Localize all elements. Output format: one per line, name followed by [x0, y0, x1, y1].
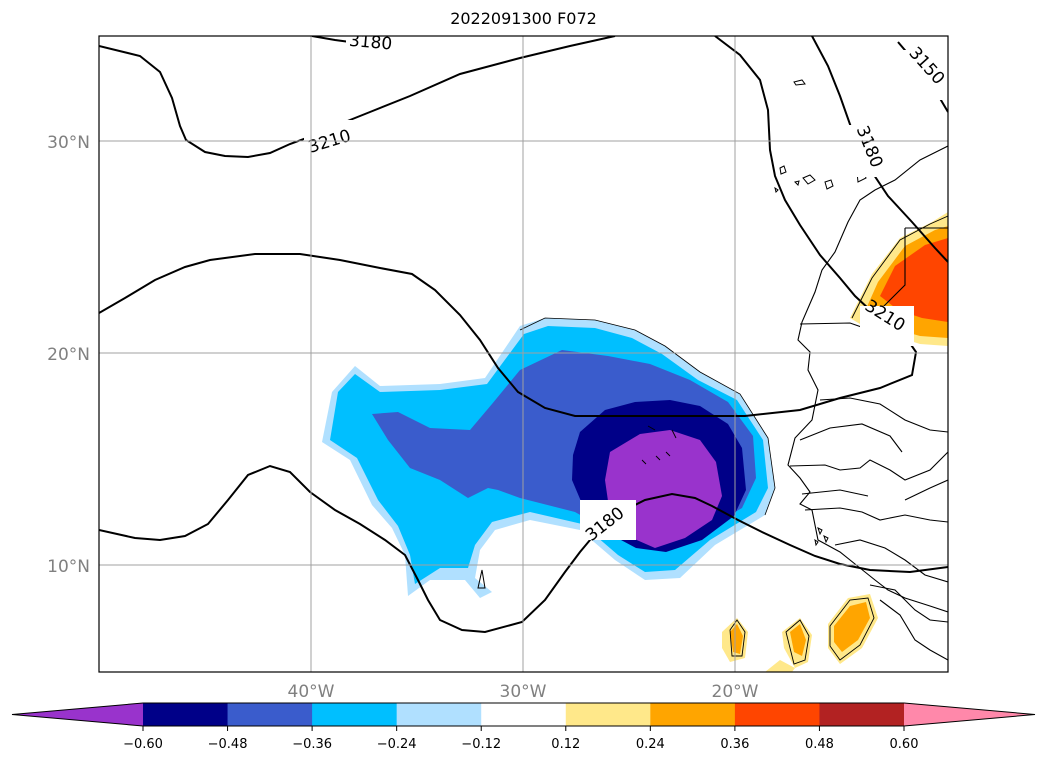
latitude-labels: 30°N 20°N 10°N [47, 133, 90, 577]
negative-anomaly-field [322, 318, 775, 598]
colorbar-segment [143, 703, 229, 726]
colorbar-segment [481, 703, 567, 726]
islands [477, 79, 867, 589]
longitude-labels: 40°W 30°W 20°W [288, 682, 759, 702]
lon-label: 30°W [500, 682, 547, 702]
colorbar-extend-low [12, 703, 143, 726]
lat-label: 10°N [47, 557, 90, 577]
colorbar-ticks: −0.60 −0.48 −0.36 −0.24 −0.12 0.12 0.24 0.36 0.4… [123, 726, 918, 752]
colorbar-tick-label: 0.60 [890, 737, 919, 752]
lat-label: 30°N [47, 133, 90, 153]
map-title: 2022091300 F072 [450, 9, 597, 28]
colorbar-tick-label: −0.60 [123, 737, 163, 752]
positive-anomaly-field [722, 212, 948, 672]
colorbar-tick-label: −0.12 [461, 737, 501, 752]
colorbar-segment [227, 703, 313, 726]
colorbar [11, 702, 1036, 727]
lon-label: 40°W [288, 682, 335, 702]
colorbar-segment [734, 703, 820, 726]
height-contours [99, 36, 948, 634]
colorbar-tick-label: 0.36 [720, 737, 749, 752]
graticule [99, 36, 948, 672]
colorbar-extend-high [904, 703, 1035, 726]
colorbar-tick-label: 0.48 [805, 737, 834, 752]
colorbar-tick-label: −0.48 [208, 737, 248, 752]
colorbar-segment [819, 703, 905, 726]
colorbar-segment [396, 703, 482, 726]
contour-label: 3180 [348, 31, 393, 55]
lon-label: 20°W [712, 682, 759, 702]
map-frame [98, 35, 949, 673]
colorbar-segment [565, 703, 651, 726]
coastline [787, 145, 948, 661]
map-plot-area: 3180 3210 3180 3150 3210 3180 [99, 31, 948, 672]
colorbar-segment [312, 703, 398, 726]
colorbar-tick-label: −0.24 [377, 737, 417, 752]
colorbar-segment [650, 703, 736, 726]
colorbar-tick-label: 0.24 [636, 737, 665, 752]
colorbar-tick-label: 0.12 [551, 737, 580, 752]
lat-label: 20°N [47, 345, 90, 365]
colorbar-tick-label: −0.36 [292, 737, 332, 752]
